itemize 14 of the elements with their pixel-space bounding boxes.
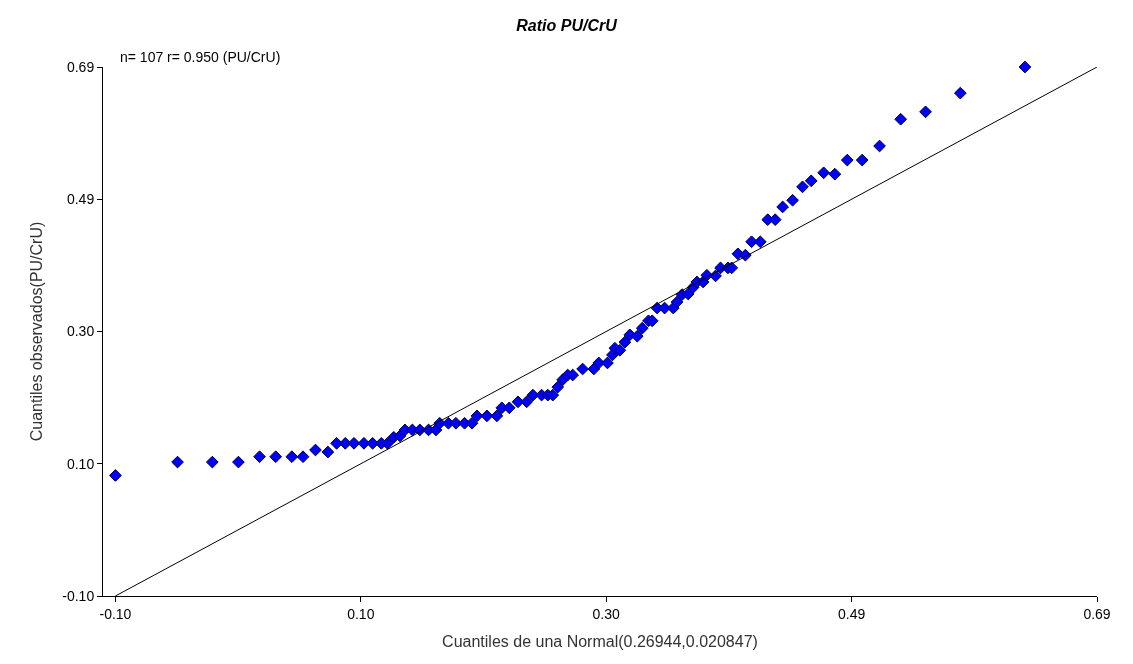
x-axis-title: Cuantiles de una Normal(0.26944,0.020847) xyxy=(442,633,758,651)
y-tick-label: 0.49 xyxy=(66,191,95,208)
y-tick-label: 0.69 xyxy=(66,58,95,75)
x-tick-label: 0.49 xyxy=(837,605,866,622)
text: n= 107 r= 0.950 (PU/CrU) xyxy=(120,49,281,65)
x-tick-label: 0.10 xyxy=(347,605,375,622)
y-tick-label: 0.10 xyxy=(66,455,95,472)
x-tick-label: 0.30 xyxy=(592,605,621,622)
y-tick-label: 0.30 xyxy=(66,323,95,340)
chart-title: Ratio PU/CrU xyxy=(516,17,618,35)
x-tick-label: 0.69 xyxy=(1083,605,1111,622)
y-tick-label: -0.10 xyxy=(62,587,95,604)
x-tick-label: -0.10 xyxy=(99,605,132,622)
y-axis-title: Cuantiles observados(PU/CrU) xyxy=(28,221,46,442)
